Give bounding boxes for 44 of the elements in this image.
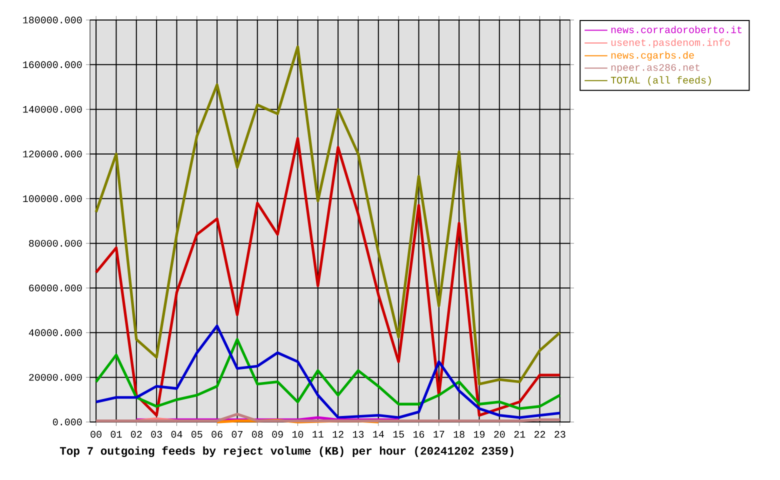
x-tick-label: 13 — [352, 430, 364, 438]
y-tick-label: 140000.000 — [23, 106, 82, 113]
y-tick-label: 80000.000 — [29, 240, 82, 247]
x-tick-label: 08 — [252, 430, 263, 438]
line-series — [94, 45, 562, 386]
y-tick-label: 120000.000 — [23, 150, 82, 158]
x-tick-label: 16 — [413, 430, 424, 438]
x-tick-label: 00 — [90, 430, 102, 438]
x-tick-label: 12 — [332, 430, 344, 438]
x-tick-label: 04 — [171, 430, 182, 438]
y-tick-label: 40000.000 — [28, 329, 82, 336]
line-series — [94, 137, 562, 417]
x-tick-label: 23 — [554, 430, 566, 438]
x-tick-label: 09 — [272, 430, 283, 438]
y-tick-label: 160000.000 — [23, 61, 82, 68]
legend-label: usenet.pasdenom.info — [611, 38, 730, 48]
y-tick-label: 60000.000 — [29, 284, 82, 292]
x-tick-label: 07 — [232, 430, 242, 438]
text: Top 7 outgoing feeds by reject volume (KB) per hour (20241202 2359) — [60, 446, 514, 458]
x-tick-label: 20 — [494, 430, 505, 438]
line-series — [94, 338, 562, 410]
x-tick-label: 19 — [474, 430, 485, 438]
x-tick-label: 06 — [212, 430, 222, 438]
x-tick-label: 03 — [151, 430, 162, 438]
line-series — [94, 324, 562, 419]
legend-label: npeer.as286.net — [611, 64, 700, 73]
y-tick-label: 100000.000 — [23, 195, 82, 202]
x-tick-label: 15 — [393, 430, 404, 438]
x-tick-label: 18 — [454, 430, 464, 438]
x-tick-label: 22 — [534, 430, 546, 438]
x-tick-label: 17 — [434, 430, 444, 438]
x-tick-label: 02 — [131, 430, 142, 438]
y-tick-label: 0.000 — [53, 418, 82, 426]
x-tick-label: 05 — [192, 430, 202, 438]
legend-label: news.corradoroberto.it — [611, 26, 742, 34]
x-tick-label: 10 — [292, 430, 304, 438]
legend-label: news.cgarbs.de — [611, 51, 694, 61]
legend-label: TOTAL (all feeds) — [610, 76, 711, 86]
x-tick-label: 11 — [312, 430, 324, 438]
x-tick-label: 14 — [373, 430, 384, 438]
x-tick-label: 21 — [514, 430, 526, 438]
x-tick-label: 01 — [110, 430, 122, 438]
y-tick-label: 20000.000 — [29, 374, 82, 381]
y-tick-label: 180000.000 — [23, 16, 82, 24]
